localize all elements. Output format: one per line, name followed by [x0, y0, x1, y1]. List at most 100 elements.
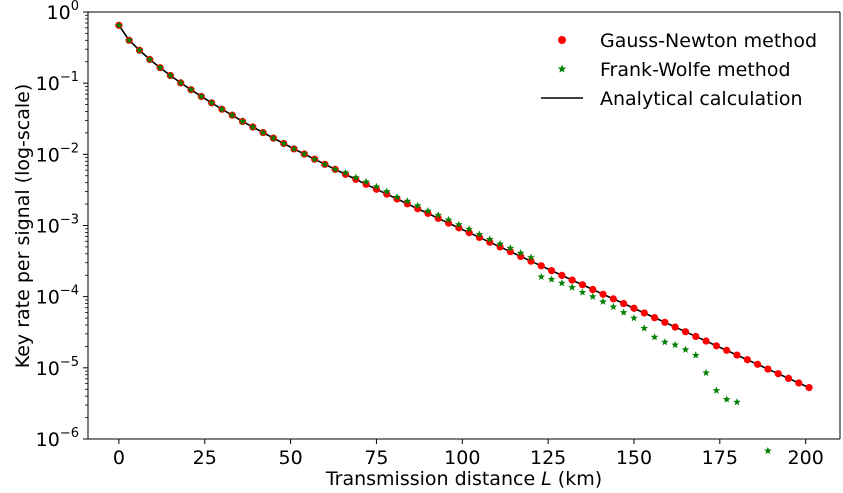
frank-wolfe-point: [537, 272, 546, 281]
gauss-newton-point: [650, 314, 659, 322]
x-tick-label: 125: [530, 447, 566, 469]
gauss-newton-point: [496, 243, 504, 251]
frank-wolfe-point: [712, 386, 721, 394]
gauss-newton-point: [692, 332, 700, 341]
frank-wolfe-point: [630, 314, 638, 322]
gauss-newton-point: [383, 190, 391, 198]
y-tick-label: 10−4: [36, 284, 79, 309]
frank-wolfe-point: [146, 55, 154, 63]
frank-wolfe-point: [331, 165, 340, 173]
frank-wolfe-point: [588, 292, 597, 300]
gauss-newton-point: [362, 180, 370, 188]
plot-area: [88, 12, 840, 439]
gauss-newton-point: [403, 200, 411, 208]
frank-wolfe-point: [310, 155, 319, 163]
y-axis-label: Key rate per signal (log-scale): [12, 84, 34, 369]
frank-wolfe-point: [455, 220, 463, 228]
y-tick-label: 10−6: [36, 426, 79, 451]
gauss-newton-point: [609, 295, 617, 303]
frank-wolfe-point: [661, 338, 669, 346]
x-tick-label: 200: [788, 447, 824, 469]
gauss-newton-point: [723, 346, 731, 354]
x-tick-label: 0: [113, 447, 125, 469]
gauss-newton-point: [599, 290, 607, 298]
frank-wolfe-point: [733, 398, 741, 406]
x-tick-label: 150: [616, 447, 652, 469]
frank-wolfe-point: [290, 144, 298, 153]
frank-wolfe-point: [352, 173, 360, 181]
gauss-newton-point: [743, 356, 751, 364]
frank-wolfe-point: [722, 395, 731, 403]
gauss-newton-point: [568, 276, 576, 284]
legend-label: Gauss-Newton method: [600, 30, 817, 52]
frank-wolfe-point: [238, 117, 247, 125]
x-tick-label: 75: [364, 447, 388, 469]
frank-wolfe-point: [197, 92, 206, 100]
frank-wolfe-point: [269, 134, 278, 142]
frank-wolfe-point: [166, 71, 175, 79]
x-tick-label: 100: [444, 447, 480, 469]
gauss-newton-point: [537, 262, 545, 270]
gauss-newton-point: [712, 342, 720, 350]
legend-label: Frank-Wolfe method: [600, 59, 791, 81]
gauss-newton-point: [753, 360, 762, 368]
gauss-newton-point: [784, 374, 793, 382]
frank-wolfe-point: [300, 150, 309, 158]
frank-wolfe-point: [341, 168, 350, 177]
gauss-newton-point: [424, 209, 432, 217]
gauss-newton-point: [702, 337, 710, 345]
frank-wolfe-point: [249, 123, 257, 131]
legend-circle-marker: [558, 36, 566, 44]
gauss-newton-point: [795, 379, 803, 387]
gauss-newton-point: [620, 299, 628, 308]
y-tick-label: 10−3: [36, 213, 79, 238]
y-tick-label: 10−1: [36, 70, 79, 95]
frank-wolfe-point: [218, 105, 226, 113]
gauss-newton-point: [774, 370, 782, 378]
frank-wolfe-point: [506, 244, 515, 252]
frank-wolfe-point: [382, 187, 391, 195]
frank-wolfe-point: [259, 128, 267, 136]
frank-wolfe-point: [640, 324, 649, 332]
gauss-newton-point: [764, 365, 772, 373]
series-layer: [115, 21, 813, 455]
frank-wolfe-point: [691, 351, 700, 359]
frank-wolfe-point: [671, 340, 679, 349]
frank-wolfe-point: [135, 46, 144, 54]
frank-wolfe-point: [650, 333, 659, 341]
x-tick-label: 25: [193, 447, 217, 469]
frank-wolfe-point: [516, 249, 525, 257]
frank-wolfe-point: [527, 253, 535, 261]
y-axis-ticks: 100 10−1 10−2 10−3 10−4 10−5 10−6: [36, 0, 88, 451]
frank-wolfe-point: [465, 225, 473, 233]
gauss-newton-point: [661, 318, 669, 326]
x-tick-label: 175: [702, 447, 738, 469]
legend-label: Analytical calculation: [600, 88, 803, 110]
gauss-newton-point: [640, 309, 648, 317]
frank-wolfe-point: [393, 193, 401, 201]
frank-wolfe-point: [228, 111, 237, 119]
frank-wolfe-point: [485, 235, 494, 243]
gauss-newton-point: [630, 304, 638, 312]
frank-wolfe-point: [403, 197, 412, 205]
gauss-newton-point: [681, 328, 690, 336]
gauss-newton-point: [578, 281, 587, 289]
frank-wolfe-point: [568, 283, 576, 291]
frank-wolfe-point: [413, 201, 422, 209]
y-tick-label: 10−2: [36, 141, 79, 166]
gauss-newton-point: [671, 323, 679, 331]
frank-wolfe-point: [599, 297, 607, 305]
frank-wolfe-point: [475, 230, 484, 238]
gauss-newton-point: [558, 271, 566, 279]
frank-wolfe-point: [434, 211, 443, 219]
frank-wolfe-point: [176, 78, 185, 87]
frank-wolfe-point: [372, 182, 381, 191]
x-tick-label: 50: [278, 447, 302, 469]
frank-wolfe-point: [558, 279, 566, 287]
frank-wolfe-point: [125, 36, 134, 44]
frank-wolfe-point: [578, 288, 587, 296]
frank-wolfe-point: [321, 160, 329, 168]
frank-wolfe-point: [362, 177, 370, 186]
frank-wolfe-point: [187, 85, 195, 93]
